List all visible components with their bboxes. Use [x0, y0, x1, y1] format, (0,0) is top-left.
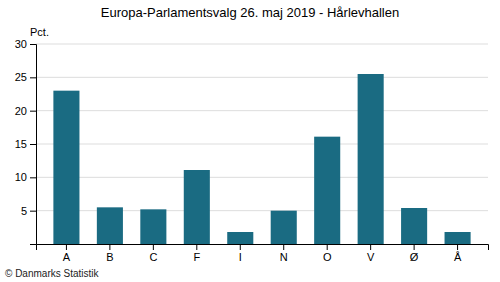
- x-tick-mark: [153, 244, 154, 250]
- bar: [53, 91, 79, 244]
- y-tick: 10: [15, 171, 36, 183]
- bar: [445, 232, 471, 244]
- grid-line: [36, 110, 488, 111]
- bar: [358, 74, 384, 244]
- x-tick-mark: [240, 244, 241, 250]
- x-tick-mark: [457, 244, 458, 250]
- x-tick-label: A: [63, 251, 71, 263]
- plot: A B C F I N O V Ø Å 5 10 15 20 25 30: [15, 38, 489, 263]
- y-tick-mark: [30, 177, 36, 178]
- y-axis: 5 10 15 20 25 30: [15, 38, 37, 244]
- x-tick-mark: [283, 244, 284, 250]
- x-tick-mark: [109, 244, 110, 250]
- x-tick-mark: [414, 244, 415, 250]
- x-tick: N: [280, 244, 288, 263]
- x-tick: Ø: [410, 244, 419, 263]
- x-tick: F: [193, 244, 200, 263]
- grid-line: [36, 144, 488, 145]
- y-tick: 15: [15, 138, 36, 150]
- title: Europa-Parlamentsvalg 26. maj 2019 - Hår…: [101, 5, 399, 20]
- x-axis: ABCFINOVØÅ: [37, 244, 489, 263]
- x-tick-label: I: [239, 251, 242, 263]
- x-tick-mark: [66, 244, 67, 250]
- bar: [314, 137, 340, 244]
- y-tick-label: 20: [15, 105, 27, 117]
- y-tick: 5: [21, 205, 36, 217]
- y-tick-mark: [30, 211, 36, 212]
- x-tick-label: N: [280, 251, 288, 263]
- y-tick-mark: [30, 144, 36, 145]
- bar: [184, 170, 210, 244]
- x-tick-label: F: [193, 251, 200, 263]
- y-tick-label: 30: [15, 38, 27, 50]
- x-tick: Å: [454, 244, 462, 263]
- y-tick-mark: [30, 77, 36, 78]
- bar: [401, 208, 427, 244]
- y-tick-mark: [30, 111, 36, 112]
- grid: [36, 44, 488, 211]
- bars: [53, 74, 470, 244]
- x-tick-label: Å: [454, 251, 462, 263]
- bar: [271, 211, 297, 244]
- y-tick-mark: [30, 44, 36, 45]
- x-tick-label: V: [367, 251, 375, 263]
- x-tick: A: [63, 244, 71, 263]
- x-tick: C: [149, 244, 157, 263]
- x-tick: B: [106, 244, 113, 263]
- y-tick-label: 10: [15, 171, 27, 183]
- x-tick-mark: [327, 244, 328, 250]
- y-tick-label: 15: [15, 138, 27, 150]
- grid-line: [36, 44, 488, 45]
- y-axis-line: [30, 45, 37, 245]
- y-tick: 25: [15, 71, 36, 83]
- y-tick: 20: [15, 105, 36, 117]
- x-tick-mark: [196, 244, 197, 250]
- grid-line: [36, 177, 488, 178]
- x-tick-label: B: [106, 251, 113, 263]
- x-tick-label: O: [323, 251, 332, 263]
- x-tick: I: [239, 244, 242, 263]
- y-tick: 30: [15, 38, 36, 50]
- x-tick: O: [323, 244, 332, 263]
- chart: A B C F I N O V Ø Å 5 10 15 20 25 30Pct. Europa-Parlamen…: [0, 0, 500, 282]
- bar: [227, 232, 253, 244]
- bar: [140, 209, 166, 244]
- bar: [97, 207, 123, 244]
- y-tick-label: 25: [15, 71, 27, 83]
- footer: © Danmarks Statistik: [5, 268, 100, 279]
- x-axis-line: [37, 245, 489, 251]
- y-label: Pct.: [30, 26, 49, 38]
- grid-line: [36, 77, 488, 78]
- x-tick-label: C: [149, 251, 157, 263]
- y-tick-label: 5: [21, 205, 27, 217]
- x-tick-label: Ø: [410, 251, 419, 263]
- x-tick-mark: [370, 244, 371, 250]
- x-tick: V: [367, 244, 375, 263]
